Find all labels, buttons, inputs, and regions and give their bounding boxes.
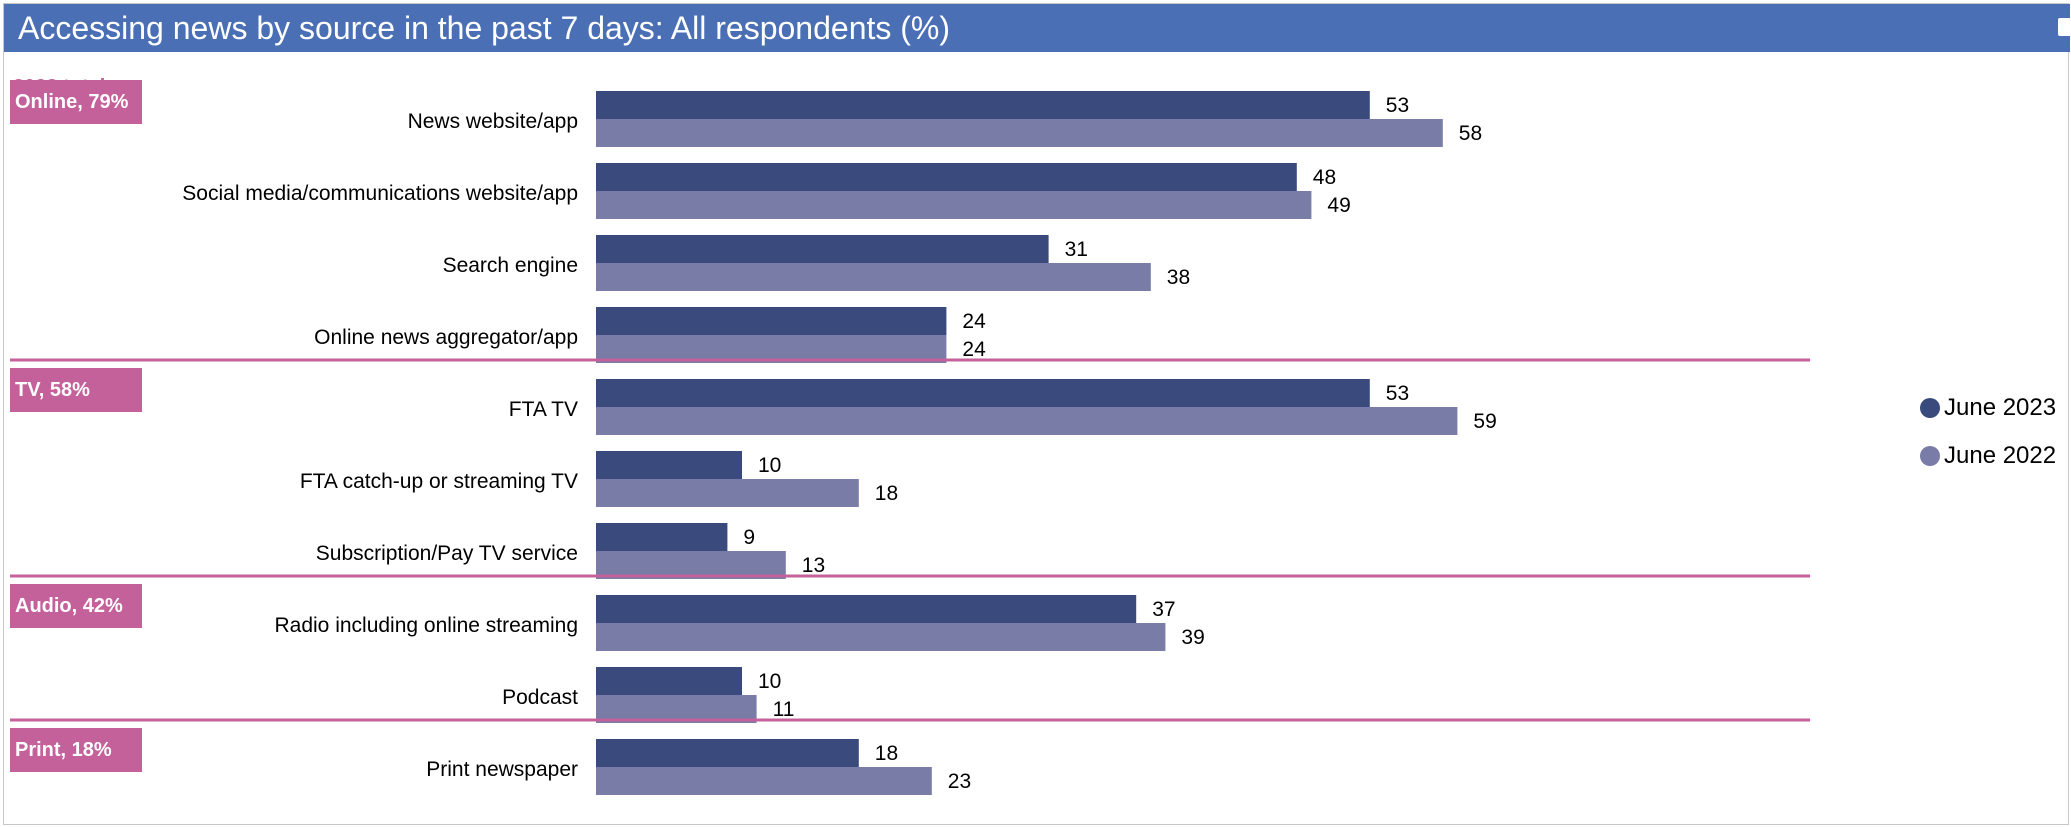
bar-radio-including-online-streaming-june-2023 (596, 595, 1137, 623)
bar-podcast-june-2023 (596, 667, 742, 695)
category-label-fta-tv: FTA TV (509, 398, 578, 421)
group-badge-label-1: TV, 58% (15, 379, 90, 401)
bar-print-newspaper-june-2023 (596, 739, 859, 767)
group-badge-1 (10, 368, 142, 412)
category-label-fta-catch-up-or-streaming-tv: FTA catch-up or streaming TV (300, 470, 578, 493)
category-label-online-news-aggregator-app: Online news aggregator/app (314, 326, 578, 349)
category-label-radio-including-online-streaming: Radio including online streaming (274, 614, 578, 637)
value-label-search-engine-june-2023: 31 (1065, 238, 1088, 261)
value-label-social-media-communications-website-app-june-2023: 48 (1313, 166, 1336, 189)
value-label-social-media-communications-website-app-june-2022: 49 (1327, 194, 1350, 217)
bar-news-website-app-june-2023 (596, 91, 1370, 119)
legend-item-june-2022[interactable]: June 2022 (1920, 442, 2057, 469)
bar-subscription-pay-tv-service-june-2023 (596, 523, 728, 551)
group-badge-0 (10, 80, 142, 124)
bar-online-news-aggregator-app-june-2022 (596, 335, 947, 363)
chart-title-bar: Accessing news by source in the past 7 d… (4, 4, 2070, 52)
group-badge-label-0: Online, 79% (15, 91, 129, 113)
legend: June 2023 June 2022 (1920, 394, 2057, 492)
category-label-podcast: Podcast (502, 686, 578, 709)
value-label-search-engine-june-2022: 38 (1167, 266, 1190, 289)
bar-fta-tv-june-2023 (596, 379, 1370, 407)
value-label-podcast-june-2023: 10 (758, 670, 781, 693)
category-label-subscription-pay-tv-service: Subscription/Pay TV service (316, 542, 578, 565)
bar-search-engine-june-2022 (596, 263, 1151, 291)
value-label-radio-including-online-streaming-june-2023: 37 (1152, 598, 1175, 621)
bar-social-media-communications-website-app-june-2022 (596, 191, 1312, 219)
legend-swatch-june-2022 (1920, 446, 1940, 466)
category-label-print-newspaper: Print newspaper (426, 758, 578, 781)
bar-news-website-app-june-2022 (596, 119, 1443, 147)
category-label-social-media-communications-website-app: Social media/communications website/app (182, 182, 578, 205)
bar-print-newspaper-june-2022 (596, 767, 932, 795)
value-label-podcast-june-2022: 11 (773, 698, 795, 721)
value-label-fta-catch-up-or-streaming-tv-june-2022: 18 (875, 482, 898, 505)
bar-fta-tv-june-2022 (596, 407, 1458, 435)
bar-podcast-june-2022 (596, 695, 757, 723)
group-badge-label-2: Audio, 42% (15, 595, 123, 617)
bar-subscription-pay-tv-service-june-2022 (596, 551, 786, 579)
export-icon[interactable] (2058, 18, 2070, 36)
category-label-news-website-app: News website/app (408, 110, 578, 133)
value-label-fta-tv-june-2022: 59 (1473, 410, 1496, 433)
legend-label-june-2023: June 2023 (1944, 394, 2057, 421)
value-label-online-news-aggregator-app-june-2022: 24 (962, 338, 986, 361)
value-label-subscription-pay-tv-service-june-2022: 13 (802, 554, 825, 577)
group-badge-label-3: Print, 18% (15, 739, 112, 761)
bar-fta-catch-up-or-streaming-tv-june-2022 (596, 479, 859, 507)
value-label-online-news-aggregator-app-june-2023: 24 (962, 310, 986, 333)
chart-frame (3, 3, 2069, 825)
group-badge-3 (10, 728, 142, 772)
bar-fta-catch-up-or-streaming-tv-june-2023 (596, 451, 742, 479)
legend-item-june-2023[interactable]: June 2023 (1920, 394, 2057, 421)
category-label-search-engine: Search engine (443, 254, 578, 277)
chart-title: Accessing news by source in the past 7 d… (18, 10, 951, 46)
value-label-radio-including-online-streaming-june-2022: 39 (1181, 626, 1204, 649)
legend-label-june-2022: June 2022 (1944, 442, 2057, 469)
value-label-subscription-pay-tv-service-june-2023: 9 (743, 526, 755, 549)
bar-radio-including-online-streaming-june-2022 (596, 623, 1166, 651)
value-label-news-website-app-june-2022: 58 (1459, 122, 1482, 145)
value-label-print-newspaper-june-2023: 18 (875, 742, 898, 765)
group-badge-2 (10, 584, 142, 628)
value-label-fta-catch-up-or-streaming-tv-june-2023: 10 (758, 454, 781, 477)
value-label-news-website-app-june-2023: 53 (1386, 94, 1409, 117)
value-label-fta-tv-june-2023: 53 (1386, 382, 1409, 405)
value-label-print-newspaper-june-2022: 23 (948, 770, 971, 793)
bar-social-media-communications-website-app-june-2023 (596, 163, 1297, 191)
legend-swatch-june-2023 (1920, 398, 1940, 418)
bar-online-news-aggregator-app-june-2023 (596, 307, 947, 335)
bar-search-engine-june-2023 (596, 235, 1049, 263)
